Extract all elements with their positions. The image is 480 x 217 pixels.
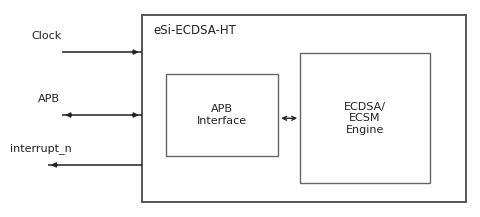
Text: interrupt_n: interrupt_n (10, 143, 72, 154)
Text: Clock: Clock (31, 31, 61, 41)
Text: eSi-ECDSA-HT: eSi-ECDSA-HT (154, 24, 237, 37)
Bar (300, 53, 430, 183)
Text: ECDSA/
ECSM
Engine: ECDSA/ ECSM Engine (344, 102, 386, 135)
Bar (142, 15, 466, 202)
Bar (166, 74, 278, 156)
Text: APB: APB (38, 94, 60, 104)
Text: APB
Interface: APB Interface (197, 104, 247, 126)
